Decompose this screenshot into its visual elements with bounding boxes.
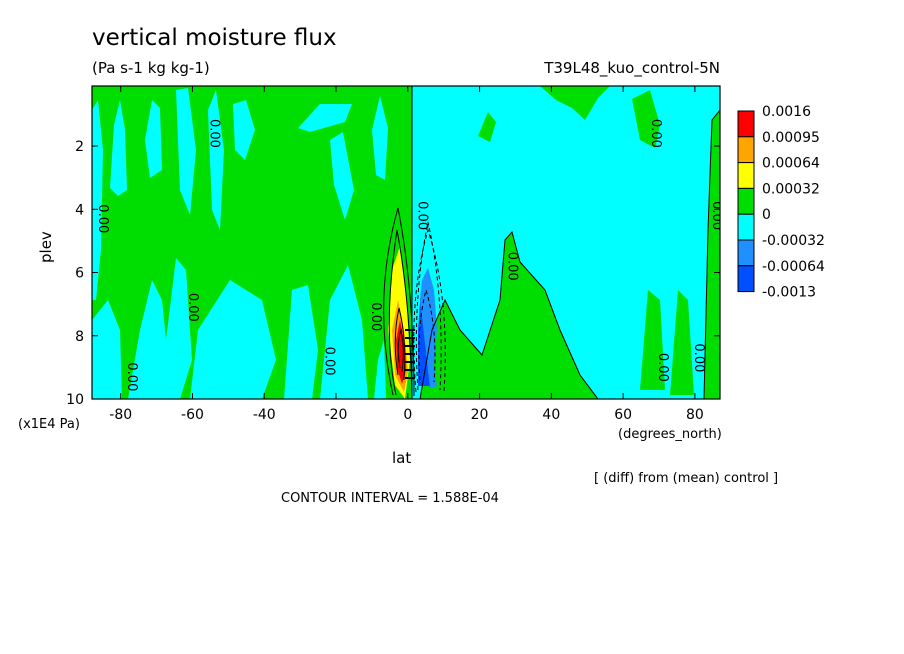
- x-tick-label: 0: [403, 407, 412, 423]
- negative-pocket: [110, 100, 127, 196]
- contour-labels: 0.00 0.00 0.00 0.00 0.00 0.00 0.00 0.00 0.00 0.00…: [95, 119, 724, 391]
- y-axis-label: plev: [37, 231, 55, 263]
- colorbar-swatch: [737, 239, 755, 267]
- x-tick-label: 20: [471, 407, 489, 423]
- negative-pocket: [190, 280, 276, 399]
- colorbar-swatch: [737, 265, 755, 293]
- positive-region-north: [540, 86, 610, 120]
- anomaly-ticks: [405, 329, 415, 379]
- contour-label: 0.00: [124, 362, 139, 391]
- y-tick-label: 6: [75, 266, 84, 282]
- contour-label: 0.00: [95, 204, 110, 233]
- colorbar-swatch: [737, 213, 755, 241]
- x-tick-label: 80: [686, 407, 704, 423]
- contour-label: 0.00: [655, 353, 670, 382]
- y-tick-label: 2: [75, 139, 84, 155]
- x-axis: -80 -60 -40 -20 0 20 40 60 80: [109, 86, 704, 423]
- difference-note: [ (diff) from (mean) control ]: [594, 471, 778, 486]
- negative-anomaly-contours: [413, 221, 446, 393]
- colorbar: 0.0016 0.00095 0.00064 0.00032 0 -0.00032 -0.0…: [737, 104, 825, 301]
- x-tick-label: -20: [325, 407, 348, 423]
- x-tick-label: -80: [109, 407, 132, 423]
- contour-label: 0.00: [206, 119, 221, 148]
- x-axis-units: (degrees_north): [618, 427, 722, 442]
- colorbar-label: -0.0013: [762, 285, 816, 301]
- colorbar-swatch: [737, 136, 755, 164]
- run-label: T39L48_kuo_control-5N: [543, 59, 720, 78]
- y-axis-units: (x1E4 Pa): [18, 417, 80, 432]
- x-axis-label: lat: [392, 449, 411, 467]
- colorbar-label: 0.00064: [762, 156, 820, 172]
- positive-region-north: [420, 232, 598, 399]
- negative-pocket: [372, 96, 388, 180]
- positive-region-north: [640, 290, 665, 390]
- negative-pocket: [320, 265, 368, 399]
- negative-pocket: [92, 300, 122, 399]
- contour-label: 0.00: [185, 293, 200, 322]
- x-tick-label: 40: [542, 407, 560, 423]
- y-tick-label: 10: [66, 392, 84, 408]
- negative-anomaly: [420, 268, 437, 388]
- negative-pocket: [166, 258, 192, 399]
- positive-region-north: [478, 112, 496, 142]
- negative-pocket: [298, 104, 352, 132]
- x-tick-label: -40: [253, 407, 276, 423]
- negative-pocket: [145, 100, 162, 178]
- negative-pocket: [208, 90, 224, 230]
- contour-label: 0.00: [648, 119, 663, 148]
- positive-region-north: [632, 90, 660, 148]
- contour-label: 0.00: [709, 201, 724, 230]
- plot-frame: [91, 85, 721, 400]
- colorbar-label: -0.00064: [762, 259, 825, 275]
- x-tick-label: -60: [181, 407, 204, 423]
- colorbar-swatch: [737, 162, 755, 189]
- zero-contours: [411, 86, 720, 399]
- colorbar-label: 0.0016: [762, 104, 811, 120]
- chart-units: (Pa s-1 kg kg-1): [92, 59, 210, 77]
- negative-pocket: [374, 340, 386, 399]
- negative-pocket: [176, 88, 196, 215]
- y-axis: 2 4 6 8 10: [66, 139, 720, 408]
- colorbar-label: 0: [762, 207, 771, 223]
- negative-pocket: [284, 285, 318, 399]
- colorbar-label: 0.00095: [762, 130, 820, 146]
- negative-pocket: [92, 100, 103, 300]
- colorbar-swatch: [737, 187, 755, 215]
- negative-pocket: [330, 132, 354, 220]
- colorbar-label: -0.00032: [762, 233, 825, 249]
- contour-label: 0.00: [415, 201, 430, 230]
- x-tick-label: 60: [614, 407, 632, 423]
- positive-region-north: [704, 110, 720, 399]
- contour-label: 0.00: [504, 252, 519, 281]
- chart-title: vertical moisture flux: [92, 25, 337, 51]
- contour-label: 0.00: [691, 343, 706, 372]
- plot-area: 0.00 0.00 0.00 0.00 0.00 0.00 0.00 0.00 0.00 0.00…: [92, 86, 724, 399]
- negative-pocket: [128, 280, 172, 399]
- positive-anomaly: [396, 320, 406, 384]
- y-tick-label: 4: [75, 202, 84, 218]
- contour-interval-text: CONTOUR INTERVAL = 1.588E-04: [281, 491, 499, 506]
- y-tick-label: 8: [75, 329, 84, 345]
- positive-region-north: [670, 290, 694, 395]
- contour-label: 0.00: [321, 347, 336, 376]
- colorbar-swatch: [737, 110, 755, 138]
- colorbar-label: 0.00032: [762, 181, 820, 197]
- contour-label: 0.00: [368, 302, 383, 331]
- positive-anomaly-contours: [383, 207, 415, 397]
- negative-pocket: [233, 100, 255, 160]
